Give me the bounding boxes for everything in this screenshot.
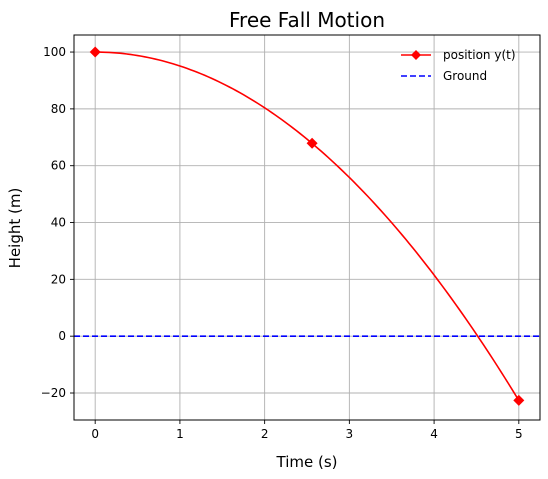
chart-title: Free Fall Motion bbox=[229, 8, 385, 32]
x-tick-label: 0 bbox=[91, 427, 99, 441]
y-tick-label: 100 bbox=[43, 45, 66, 59]
position-marker bbox=[306, 137, 318, 149]
x-tick-label: 5 bbox=[515, 427, 523, 441]
y-tick-label: 60 bbox=[51, 159, 66, 173]
x-tick-label: 1 bbox=[176, 427, 184, 441]
legend-ground-label: Ground bbox=[443, 69, 487, 83]
y-axis-title: Height (m) bbox=[6, 188, 24, 269]
y-tick-label: 80 bbox=[51, 102, 66, 116]
y-tick-label: −20 bbox=[41, 386, 66, 400]
position-line bbox=[95, 51, 520, 401]
legend: position y(t) Ground bbox=[401, 48, 516, 83]
y-tick-label: 0 bbox=[58, 329, 66, 343]
x-tick-label: 4 bbox=[430, 427, 438, 441]
position-marker bbox=[513, 394, 525, 406]
plot-area bbox=[74, 46, 540, 406]
y-tick-label: 20 bbox=[51, 272, 66, 286]
grid-lines bbox=[74, 35, 540, 420]
axis-ticks: 0 1 2 3 4 5 −20 0 20 40 60 80 100 bbox=[41, 45, 523, 441]
position-marker bbox=[89, 46, 101, 58]
legend-position-label: position y(t) bbox=[443, 48, 516, 62]
x-tick-label: 2 bbox=[261, 427, 269, 441]
legend-position-marker bbox=[411, 50, 421, 60]
x-axis-title: Time (s) bbox=[276, 453, 338, 471]
x-tick-label: 3 bbox=[346, 427, 354, 441]
axes-frame bbox=[73, 34, 541, 421]
y-tick-label: 40 bbox=[51, 216, 66, 230]
